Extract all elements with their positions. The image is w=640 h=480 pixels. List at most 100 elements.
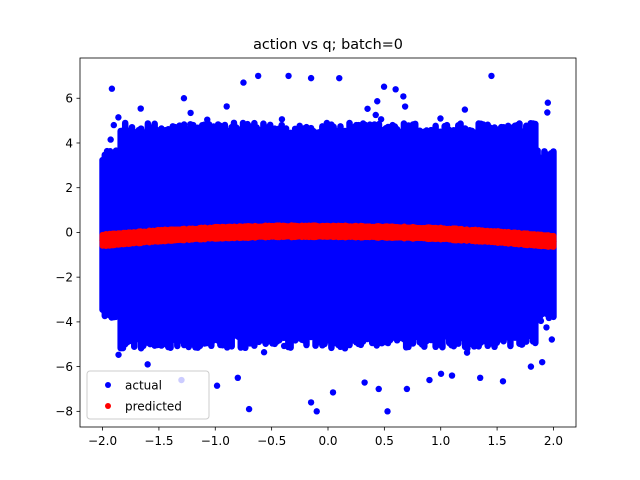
actual-point: [364, 335, 371, 343]
x-axis: −2.0 −1.5 −1.0 −0.5 0.0 0.5 1.0 1.5 2.0: [88, 427, 563, 448]
actual-point: [314, 324, 322, 331]
x-tick-label: 1.5: [488, 434, 507, 448]
y-tick-label: −6: [55, 360, 73, 374]
legend: actual predicted: [86, 370, 210, 420]
legend-label-actual: actual: [125, 378, 162, 392]
actual-point: [414, 131, 421, 138]
actual-point: [204, 309, 212, 316]
actual-point: [307, 74, 315, 82]
actual-point: [375, 385, 382, 393]
actual-point: [202, 329, 209, 336]
actual-point: [374, 98, 381, 105]
chart-title: action vs q; batch=0: [253, 37, 403, 53]
x-tick-label: 1.0: [431, 434, 450, 448]
actual-point: [260, 349, 268, 356]
predicted-point: [99, 237, 106, 244]
predicted-point: [212, 229, 219, 237]
actual-point: [401, 103, 409, 110]
actual-point: [108, 85, 116, 92]
actual-point: [451, 341, 458, 348]
actual-point: [240, 79, 247, 86]
actual-point: [384, 408, 391, 415]
actual-point: [466, 326, 473, 334]
plot-area: −2.0 −1.5 −1.0 −0.5 0.0 0.5 1.0 1.5 2.0 −8 −6 −4 −2…: [55, 57, 577, 448]
actual-point: [543, 324, 550, 331]
y-tick-label: 6: [65, 92, 73, 106]
actual-point: [477, 333, 484, 340]
actual-point: [402, 311, 410, 319]
actual-point: [499, 378, 507, 385]
actual-point: [297, 145, 305, 153]
actual-point: [378, 340, 386, 347]
actual-point: [463, 349, 471, 356]
predicted-series: [99, 222, 557, 250]
actual-point: [397, 129, 404, 137]
actual-point: [478, 144, 485, 151]
legend-box: [86, 370, 210, 420]
actual-point: [340, 321, 347, 328]
actual-point: [329, 389, 337, 396]
actual-point: [330, 123, 337, 131]
actual-point: [303, 320, 311, 327]
actual-point: [392, 86, 399, 93]
actual-point: [361, 379, 368, 386]
actual-point: [330, 138, 337, 146]
y-tick-label: −4: [55, 315, 73, 329]
actual-point: [204, 116, 211, 123]
actual-point: [503, 136, 510, 144]
actual-point: [488, 72, 495, 80]
actual-point: [371, 308, 378, 316]
actual-point: [213, 382, 221, 389]
actual-point: [323, 134, 330, 141]
actual-point: [250, 316, 258, 323]
actual-point: [429, 309, 436, 317]
actual-point: [360, 140, 368, 147]
actual-point: [462, 312, 469, 319]
legend-marker-actual: [105, 382, 111, 388]
actual-point: [278, 116, 286, 123]
actual-point: [266, 334, 273, 341]
y-tick-label: −2: [55, 270, 73, 284]
actual-point: [400, 93, 407, 100]
actual-point: [261, 144, 268, 152]
actual-point: [403, 385, 411, 393]
actual-point: [234, 374, 242, 381]
actual-point: [537, 317, 545, 325]
predicted-point: [437, 230, 444, 237]
actual-point: [380, 83, 388, 90]
actual-point: [251, 309, 259, 317]
actual-point: [243, 141, 250, 148]
actual-point: [438, 326, 445, 334]
actual-point: [115, 351, 122, 358]
actual-point: [478, 325, 485, 333]
actual-point: [307, 399, 315, 406]
actual-point: [538, 358, 546, 366]
actual-point: [295, 312, 303, 320]
actual-point: [119, 127, 127, 134]
actual-point: [375, 335, 382, 342]
actual-point: [437, 115, 444, 122]
actual-point: [245, 131, 252, 138]
actual-point: [519, 341, 526, 348]
actual-point: [493, 150, 500, 157]
actual-point: [403, 140, 411, 147]
actual-point: [434, 141, 442, 148]
predicted-point: [155, 232, 163, 239]
actual-point: [144, 361, 151, 368]
actual-point: [200, 121, 208, 128]
predicted-point: [550, 238, 557, 245]
y-tick-label: 4: [65, 136, 73, 150]
actual-point: [292, 337, 299, 344]
y-axis: −8 −6 −4 −2 0 2 4 6: [55, 92, 80, 419]
x-tick-label: −1.5: [144, 434, 173, 448]
actual-point: [216, 127, 224, 134]
actual-point: [364, 105, 371, 112]
actual-point: [254, 72, 262, 80]
actual-point: [455, 310, 463, 317]
actual-point: [110, 121, 118, 129]
y-tick-label: −8: [55, 405, 73, 419]
x-tick-label: 0.5: [375, 434, 394, 448]
actual-point: [437, 370, 445, 377]
actual-point: [112, 313, 119, 321]
